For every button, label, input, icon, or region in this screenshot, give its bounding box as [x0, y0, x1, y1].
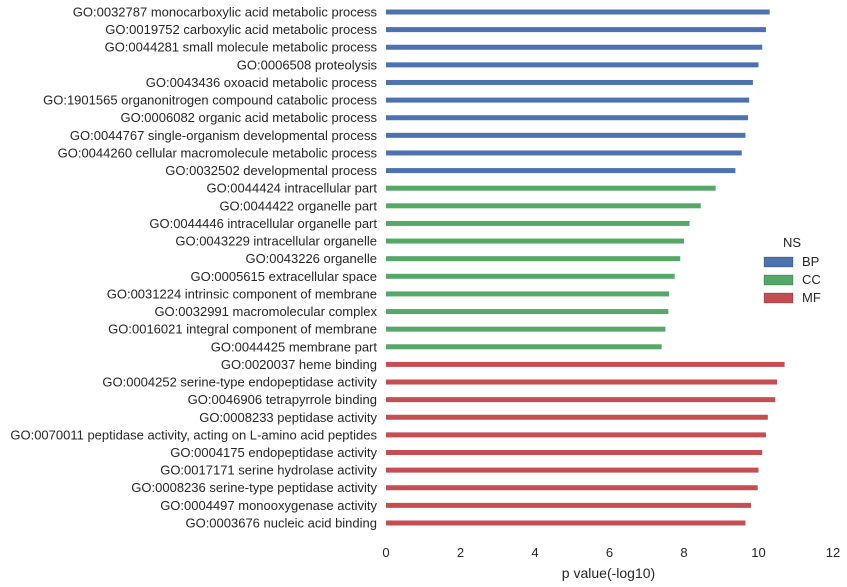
bar-cc [386, 256, 681, 262]
category-label: GO:0004252 serine-type endopeptidase act… [102, 375, 377, 390]
legend-swatch-mf [763, 292, 794, 304]
category-label: GO:0020037 heme binding [221, 357, 377, 372]
bar-mf [386, 502, 752, 508]
category-label: GO:0044422 organelle part [219, 198, 377, 213]
category-label: GO:0043226 organelle [245, 251, 377, 266]
bar-mf [386, 467, 759, 473]
legend-swatch-bp [763, 256, 794, 268]
category-label: GO:0016021 integral component of membran… [108, 322, 377, 337]
category-label: GO:0046906 tetrapyrrole binding [188, 392, 377, 407]
bar-mf [386, 379, 778, 385]
category-label: GO:0044446 intracellular organelle part [149, 216, 377, 231]
bar-cc [386, 344, 662, 350]
category-label: GO:0019752 carboxylic acid metabolic pro… [105, 22, 377, 37]
bar-cc [386, 220, 690, 226]
category-label: GO:1901565 organonitrogen compound catab… [43, 93, 377, 108]
category-label: GO:0043229 intracellular organelle [175, 234, 377, 249]
category-label: GO:0006508 proteolysis [237, 57, 378, 72]
bar-bp [386, 97, 750, 103]
x-tick-label: 8 [680, 545, 687, 560]
bar-mf [386, 414, 768, 420]
bar-cc [386, 326, 666, 332]
category-label: GO:0032787 monocarboxylic acid metabolic… [73, 5, 378, 20]
legend-label: CC [802, 272, 821, 287]
bar-mf [386, 432, 766, 438]
bar-cc [386, 238, 684, 244]
category-label: GO:0043436 oxoacid metabolic process [146, 75, 378, 90]
bar-cc [386, 291, 670, 297]
category-label: GO:0044767 single-organism developmental… [70, 128, 378, 143]
bar-bp [386, 79, 753, 85]
category-label: GO:0004175 endopeptidase activity [170, 445, 377, 460]
x-tick-label: 12 [826, 545, 840, 560]
legend-title: NS [783, 235, 801, 250]
legend-label: BP [802, 254, 819, 269]
bar-mf [386, 520, 746, 526]
category-label: GO:0044425 membrane part [211, 339, 378, 354]
bar-mf [386, 485, 758, 491]
bar-bp [386, 168, 736, 174]
bar-bp [386, 9, 770, 15]
x-tick-label: 2 [457, 545, 464, 560]
x-tick-label: 4 [531, 545, 538, 560]
category-label: GO:0032502 developmental process [165, 163, 377, 178]
bar-bp [386, 27, 766, 33]
category-label: GO:0044281 small molecule metabolic proc… [105, 40, 378, 55]
category-label: GO:0006082 organic acid metabolic proces… [120, 110, 377, 125]
bar-cc [386, 203, 701, 209]
bar-bp [386, 44, 763, 50]
bar-bp [386, 62, 759, 68]
bar-cc [386, 273, 675, 279]
category-label: GO:0031224 intrinsic component of membra… [107, 286, 377, 301]
category-labels: GO:0032787 monocarboxylic acid metabolic… [10, 5, 377, 531]
legend-swatch-cc [763, 274, 794, 286]
category-label: GO:0008233 peptidase activity [199, 410, 377, 425]
x-tick-label: 0 [382, 545, 389, 560]
category-label: GO:0032991 macromolecular complex [154, 304, 377, 319]
bar-mf [386, 450, 763, 455]
category-label: GO:0004497 monooxygenase activity [160, 498, 377, 513]
category-label: GO:0003676 nucleic acid binding [185, 515, 377, 530]
x-tick-label: 10 [751, 545, 765, 560]
bar-bp [386, 132, 746, 138]
bar-cc [386, 309, 669, 315]
x-axis-title: p value(-log10) [562, 565, 655, 581]
category-label: GO:0017171 serine hydrolase activity [160, 463, 377, 478]
category-label: GO:0005615 extracellular space [191, 269, 377, 284]
x-tick-label: 6 [606, 545, 613, 560]
bars-layer [386, 9, 785, 526]
category-label: GO:0044260 cellular macromolecule metabo… [58, 145, 378, 160]
category-label: GO:0008236 serine-type peptidase activit… [131, 480, 377, 495]
x-axis: 0 2 4 6 8 10 12 [382, 545, 840, 560]
bar-cc [386, 185, 716, 191]
bar-bp [386, 115, 749, 121]
category-label: GO:0070011 peptidase activity, acting on… [10, 427, 377, 442]
bar-bp [386, 150, 742, 156]
bar-mf [386, 361, 785, 367]
bar-mf [386, 397, 776, 403]
legend: NS BP CC MF [763, 235, 821, 305]
legend-label: MF [802, 290, 821, 305]
category-label: GO:0044424 intracellular part [206, 181, 377, 196]
